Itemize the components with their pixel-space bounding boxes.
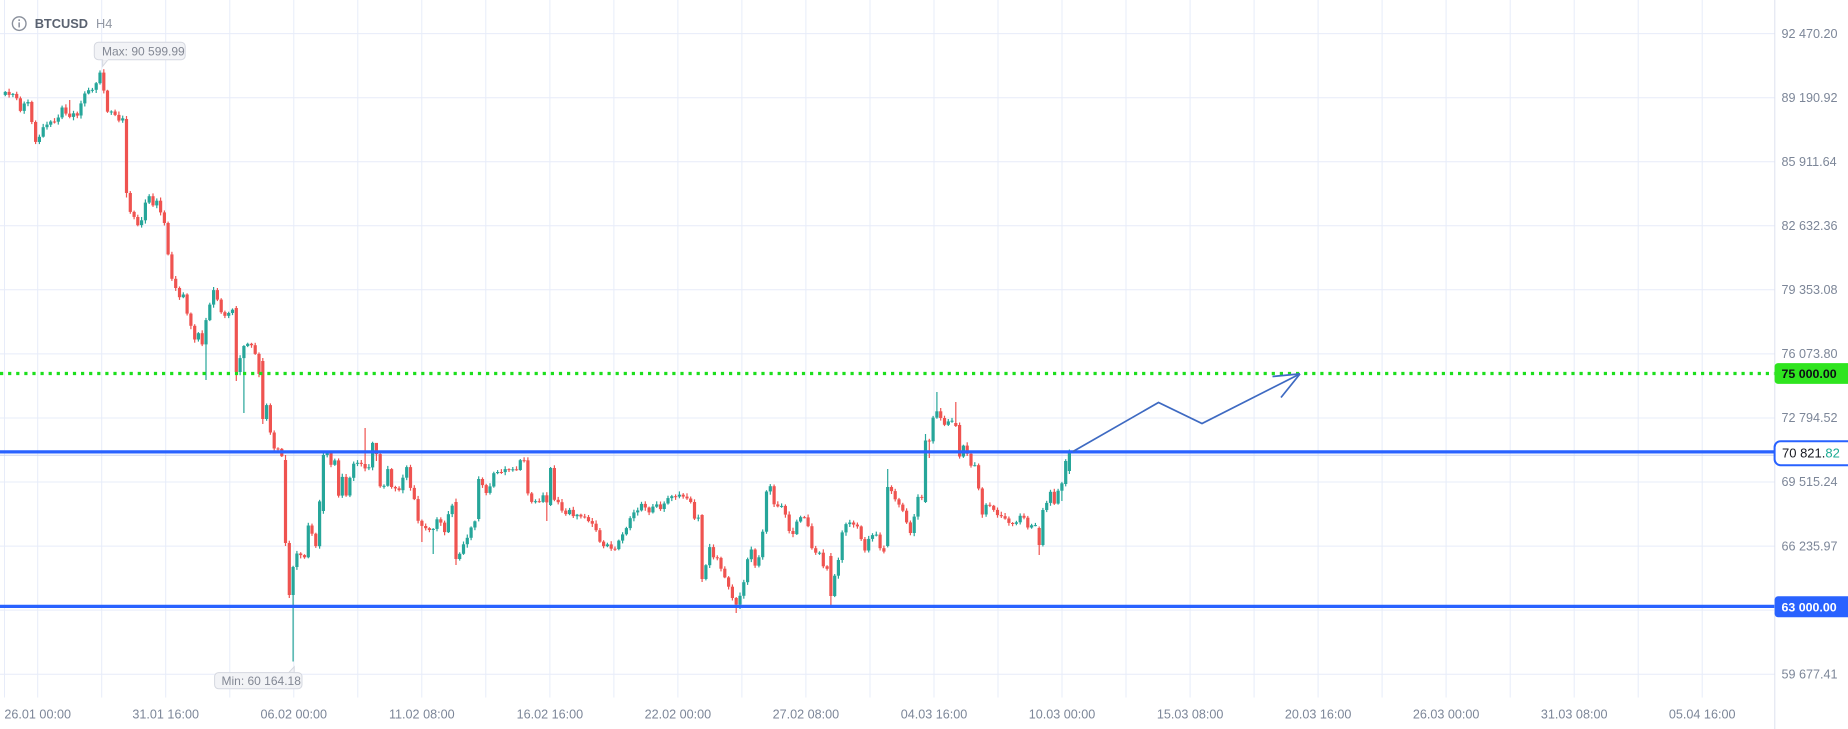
svg-text:H4: H4 [96,16,112,31]
svg-text:06.02 00:00: 06.02 00:00 [261,707,328,721]
svg-text:89 190.92: 89 190.92 [1782,91,1838,105]
svg-text:22.02 00:00: 22.02 00:00 [645,707,712,721]
svg-text:92 470.20: 92 470.20 [1782,27,1838,41]
svg-text:20.03 16:00: 20.03 16:00 [1285,707,1352,721]
svg-text:59 677.41: 59 677.41 [1782,667,1838,681]
svg-text:26.03 00:00: 26.03 00:00 [1413,707,1480,721]
svg-text:Min: 60 164.18: Min: 60 164.18 [222,674,302,688]
svg-text:27.02 08:00: 27.02 08:00 [773,707,840,721]
svg-text:66 235.97: 66 235.97 [1782,539,1838,553]
svg-text:11.02 08:00: 11.02 08:00 [389,707,455,721]
svg-text:15.03 08:00: 15.03 08:00 [1157,707,1224,721]
svg-text:Max: 90 599.99: Max: 90 599.99 [102,44,185,58]
svg-text:10.03 00:00: 10.03 00:00 [1029,707,1096,721]
svg-text:72 794.52: 72 794.52 [1782,411,1838,425]
svg-text:04.03 16:00: 04.03 16:00 [901,707,968,721]
svg-text:31.03 08:00: 31.03 08:00 [1541,707,1608,721]
svg-text:70 821.82: 70 821.82 [1782,446,1840,461]
svg-text:63 000.00: 63 000.00 [1782,600,1837,614]
svg-text:BTCUSD: BTCUSD [35,16,88,31]
svg-text:69 515.24: 69 515.24 [1782,475,1838,489]
svg-text:76 073.80: 76 073.80 [1782,347,1838,361]
svg-text:16.02 16:00: 16.02 16:00 [517,707,584,721]
svg-text:85 911.64: 85 911.64 [1782,155,1837,169]
svg-text:26.01 00:00: 26.01 00:00 [4,707,71,721]
svg-text:05.04 16:00: 05.04 16:00 [1669,707,1736,721]
svg-text:75 000.00: 75 000.00 [1782,367,1837,381]
svg-text:31.01 16:00: 31.01 16:00 [132,707,199,721]
svg-text:79 353.08: 79 353.08 [1782,283,1838,297]
svg-text:82 632.36: 82 632.36 [1782,219,1838,233]
